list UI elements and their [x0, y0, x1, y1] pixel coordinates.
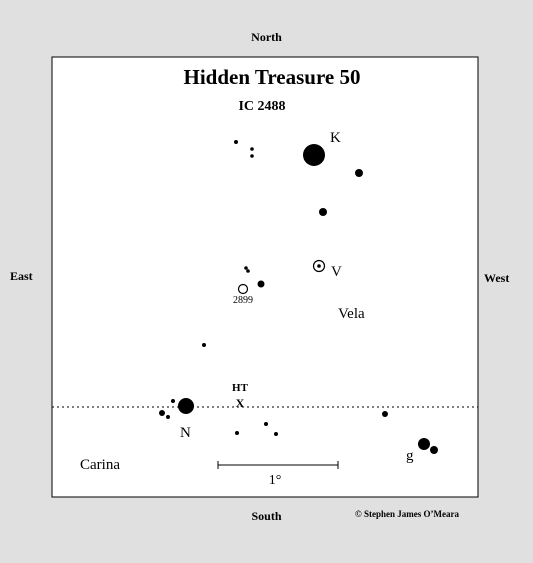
constellation-label-carina: Carina [80, 457, 120, 473]
chart-title: Hidden Treasure 50 [184, 65, 361, 89]
object-marker-symbol: X [236, 396, 245, 410]
variable-star-v [312, 259, 326, 273]
cluster-marker [237, 283, 249, 295]
star [274, 432, 278, 436]
constellation-label-vela: Vela [338, 306, 365, 322]
direction-east: East [10, 269, 33, 283]
stars [159, 140, 438, 454]
star [257, 280, 265, 288]
scale-bar-label: 1° [269, 473, 282, 488]
cluster-label: 2899 [233, 295, 253, 306]
direction-west: West [484, 271, 510, 285]
star [244, 266, 248, 270]
star [171, 399, 175, 403]
star [246, 269, 250, 273]
star-label-v: V [331, 264, 342, 280]
direction-south: South [251, 509, 282, 523]
object-marker-label: HT [232, 382, 249, 394]
star [382, 411, 388, 417]
scale-bar [217, 461, 339, 469]
direction-north: North [251, 30, 282, 44]
object-id: IC 2488 [238, 99, 285, 114]
star-label-g: g [406, 448, 414, 464]
star-label-k: K [330, 130, 341, 146]
star [264, 422, 268, 426]
star [250, 154, 254, 158]
star-label-n: N [180, 425, 191, 441]
star-g [418, 438, 430, 450]
star [202, 343, 206, 347]
star-n [178, 398, 194, 414]
star [166, 415, 170, 419]
chart-frame [51, 56, 479, 498]
star-k [303, 144, 325, 166]
star [355, 169, 363, 177]
star [234, 140, 238, 144]
star [159, 410, 165, 416]
credit-text: © Stephen James O’Meara [355, 509, 459, 519]
star [430, 446, 438, 454]
star [250, 147, 254, 151]
star [235, 431, 239, 435]
star [319, 208, 327, 216]
